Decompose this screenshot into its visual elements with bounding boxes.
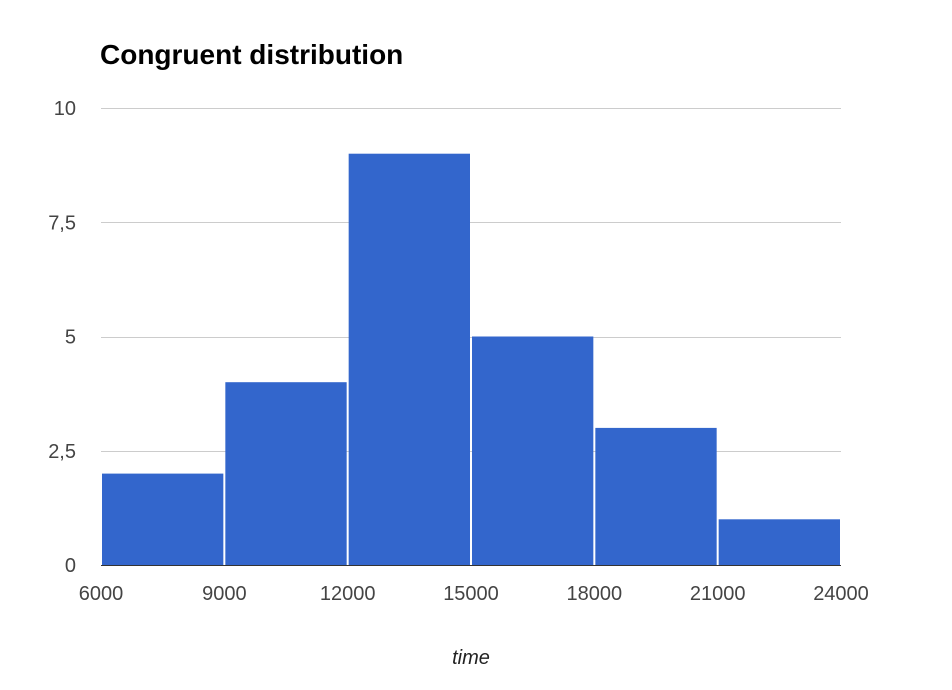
- x-tick-label-5: 21000: [690, 583, 746, 605]
- y-tick-label-1: 2,5: [48, 441, 76, 463]
- histogram-bars: [102, 153, 840, 565]
- x-tick-label-6: 24000: [813, 583, 869, 605]
- histogram-bar-18000-21000: [595, 427, 717, 565]
- y-tick-label-0: 0: [65, 555, 76, 577]
- x-tick-label-3: 15000: [443, 583, 499, 605]
- x-axis-title: time: [452, 647, 490, 669]
- y-axis-tick-labels: 0 2,5 5 7,5 10: [48, 98, 76, 577]
- y-tick-label-4: 10: [54, 98, 76, 120]
- histogram-bar-21000-24000: [718, 519, 840, 565]
- y-tick-label-2: 5: [65, 327, 76, 349]
- y-tick-label-3: 7,5: [48, 212, 76, 234]
- histogram-bar-12000-15000: [348, 153, 470, 565]
- histogram-bar-15000-18000: [472, 336, 594, 565]
- histogram-bar-9000-12000: [225, 382, 347, 565]
- x-tick-label-1: 9000: [202, 583, 247, 605]
- x-tick-label-4: 18000: [567, 583, 623, 605]
- x-axis-tick-labels: 6000 9000 12000 15000 18000 21000 24000: [79, 583, 869, 605]
- chart-title: Congruent distribution: [100, 39, 403, 70]
- histogram-bar-6000-9000: [102, 473, 224, 565]
- gridlines: [101, 108, 841, 452]
- x-tick-label-0: 6000: [79, 583, 124, 605]
- x-tick-label-2: 12000: [320, 583, 376, 605]
